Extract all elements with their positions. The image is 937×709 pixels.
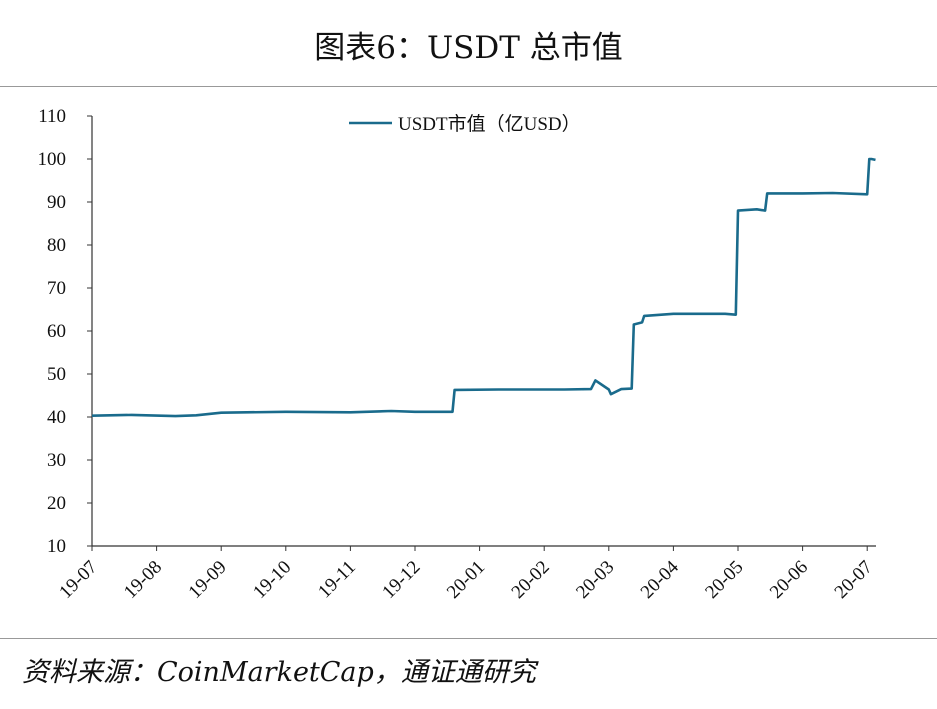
x-tick-label: 20-06 <box>766 557 812 603</box>
x-tick-label: 20-05 <box>701 557 747 603</box>
x-tick-label: 19-11 <box>314 557 360 603</box>
x-tick-label: 19-12 <box>378 557 424 603</box>
axes <box>91 116 876 547</box>
y-tick-label: 110 <box>38 106 66 127</box>
y-tick-label: 60 <box>47 321 66 342</box>
line-chart: 10 20 30 40 50 60 70 80 90 100 110 19-07 19-08 19-09… <box>38 106 877 603</box>
top-rule <box>0 86 937 87</box>
legend: USDT市值（亿USD） <box>349 113 581 135</box>
source-note: 资料来源：CoinMarketCap，通证通研究 <box>22 657 536 688</box>
x-tick-label: 20-04 <box>637 556 684 603</box>
x-tick-label: 19-08 <box>120 557 166 603</box>
legend-label: USDT市值（亿USD） <box>398 113 581 135</box>
y-axis-ticks: 10 20 30 40 50 60 70 80 90 100 110 <box>38 106 92 557</box>
x-tick-label: 20-03 <box>572 557 618 603</box>
y-tick-label: 100 <box>38 149 67 170</box>
y-tick-label: 20 <box>47 493 66 514</box>
x-tick-label: 19-07 <box>55 557 101 603</box>
x-tick-label: 19-10 <box>249 557 295 603</box>
y-tick-label: 10 <box>47 536 66 557</box>
y-tick-label: 30 <box>47 450 66 471</box>
x-tick-label: 19-09 <box>185 557 231 603</box>
x-axis-ticks: 19-07 19-08 19-09 19-10 19-11 19-12 20-01 20-02… <box>55 546 877 603</box>
series-line-usdt-market-cap <box>91 157 876 418</box>
x-tick-label: 20-07 <box>831 557 877 603</box>
bottom-rule <box>0 638 937 639</box>
x-tick-label: 20-02 <box>508 557 554 603</box>
y-tick-label: 70 <box>47 278 66 299</box>
y-tick-label: 40 <box>47 407 66 428</box>
y-tick-label: 50 <box>47 364 66 385</box>
series-group <box>91 157 876 418</box>
y-tick-label: 90 <box>47 192 66 213</box>
x-tick-label: 20-01 <box>443 557 489 603</box>
chart-title: 图表6：USDT 总市值 <box>314 30 623 66</box>
y-tick-label: 80 <box>47 235 66 256</box>
